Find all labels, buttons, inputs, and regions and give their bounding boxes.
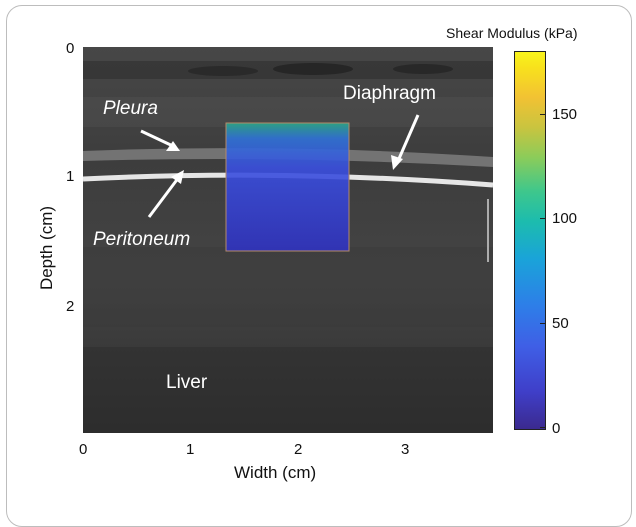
x-tick-2: 2: [294, 441, 303, 458]
colorbar-tick-50: [540, 323, 546, 324]
diaphragm-label: Diaphragm: [343, 83, 436, 104]
x-axis-title: Width (cm): [234, 463, 317, 482]
ultrasound-image: [83, 47, 493, 433]
y-tick-2: 2: [66, 298, 75, 315]
y-tick-1: 1: [66, 168, 75, 185]
colorbar-label-150: 150: [552, 106, 578, 123]
colorbar-label-50: 50: [552, 315, 569, 332]
liver-label: Liver: [166, 372, 208, 393]
peritoneum-label: Peritoneum: [93, 229, 191, 250]
colorbar-label-100: 100: [552, 210, 578, 227]
y-axis-title: Depth (cm): [37, 205, 56, 291]
pleura-label: Pleura: [103, 98, 158, 119]
colorbar: [514, 51, 546, 430]
x-tick-1: 1: [186, 441, 195, 458]
y-tick-0: 0: [66, 40, 75, 57]
colorbar-tick-0: [540, 427, 546, 428]
x-tick-3: 3: [401, 441, 410, 458]
colorbar-tick-150: [540, 114, 546, 115]
colorbar-title: Shear Modulus (kPa): [446, 25, 578, 41]
colorbar-tick-100: [540, 218, 546, 219]
colorbar-label-0: 0: [552, 420, 561, 437]
x-tick-0: 0: [79, 441, 88, 458]
